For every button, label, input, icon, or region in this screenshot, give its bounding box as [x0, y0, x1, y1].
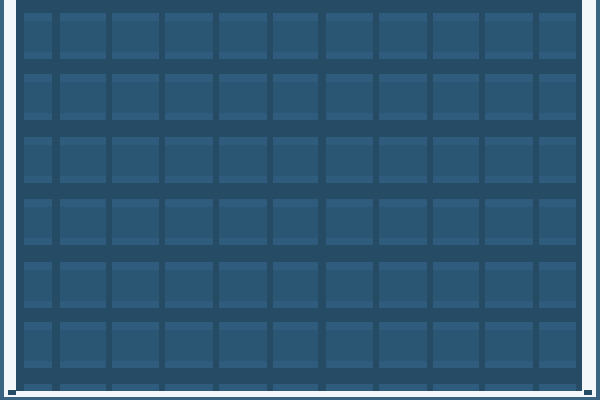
grid-tile[interactable] — [539, 13, 576, 59]
grid-tile[interactable] — [379, 322, 427, 368]
grid-tile[interactable] — [326, 74, 373, 120]
grid-tile[interactable] — [273, 74, 318, 120]
grid-tile[interactable] — [24, 199, 52, 245]
grid-tile[interactable] — [165, 199, 213, 245]
grid-tile[interactable] — [539, 74, 576, 120]
grid-tile[interactable] — [485, 74, 533, 120]
grid-tile[interactable] — [326, 199, 373, 245]
grid-tile[interactable] — [539, 199, 576, 245]
grid-tile[interactable] — [24, 13, 52, 59]
grid-tile[interactable] — [433, 384, 479, 391]
grid-tile[interactable] — [433, 13, 479, 59]
grid-tile[interactable] — [165, 13, 213, 59]
frame-right-edge — [596, 0, 600, 400]
grid-tile[interactable] — [433, 74, 479, 120]
grid-tile[interactable] — [112, 262, 159, 308]
grid-tile[interactable] — [433, 322, 479, 368]
grid-tile[interactable] — [326, 13, 373, 59]
grid-tile[interactable] — [219, 384, 267, 391]
grid-tile[interactable] — [60, 199, 106, 245]
grid-tile[interactable] — [60, 137, 106, 183]
grid-tile[interactable] — [165, 322, 213, 368]
grid-tile[interactable] — [24, 322, 52, 368]
grid-tile[interactable] — [433, 262, 479, 308]
grid-tile[interactable] — [24, 137, 52, 183]
grid-tile[interactable] — [485, 322, 533, 368]
grid-tile[interactable] — [219, 199, 267, 245]
grid-tile[interactable] — [379, 137, 427, 183]
grid-tile[interactable] — [24, 74, 52, 120]
grid-tile[interactable] — [379, 199, 427, 245]
corner-mark-right — [584, 390, 592, 395]
grid-tile[interactable] — [379, 74, 427, 120]
grid-tile[interactable] — [273, 322, 318, 368]
grid-tile[interactable] — [326, 322, 373, 368]
grid-tile[interactable] — [379, 384, 427, 391]
grid-tile[interactable] — [433, 137, 479, 183]
corner-mark-left — [8, 390, 16, 395]
grid-tile[interactable] — [273, 199, 318, 245]
grid-tile[interactable] — [24, 384, 52, 391]
grid-tile[interactable] — [165, 262, 213, 308]
grid-tile[interactable] — [112, 74, 159, 120]
grid-tile[interactable] — [273, 137, 318, 183]
grid-tile[interactable] — [219, 322, 267, 368]
grid-tile[interactable] — [539, 322, 576, 368]
grid-tile[interactable] — [539, 262, 576, 308]
grid-tile[interactable] — [273, 13, 318, 59]
grid-tile[interactable] — [60, 322, 106, 368]
grid-tile[interactable] — [485, 199, 533, 245]
grid-tile[interactable] — [24, 262, 52, 308]
grid-tile[interactable] — [219, 262, 267, 308]
grid-tile[interactable] — [112, 199, 159, 245]
grid-tile[interactable] — [165, 137, 213, 183]
grid-tile[interactable] — [326, 137, 373, 183]
tile-grid-panel[interactable] — [16, 0, 582, 391]
grid-tile[interactable] — [219, 74, 267, 120]
grid-tile[interactable] — [273, 262, 318, 308]
grid-tile[interactable] — [485, 137, 533, 183]
grid-tile[interactable] — [485, 13, 533, 59]
grid-tile[interactable] — [273, 384, 318, 391]
grid-tile[interactable] — [485, 384, 533, 391]
grid-tile[interactable] — [219, 137, 267, 183]
grid-tile[interactable] — [60, 384, 106, 391]
grid-tile[interactable] — [112, 322, 159, 368]
grid-tile[interactable] — [379, 13, 427, 59]
grid-tile[interactable] — [112, 13, 159, 59]
grid-tile[interactable] — [326, 384, 373, 391]
grid-tile[interactable] — [165, 74, 213, 120]
grid-tile[interactable] — [112, 384, 159, 391]
grid-tile[interactable] — [60, 13, 106, 59]
grid-tile[interactable] — [60, 74, 106, 120]
grid-tile[interactable] — [326, 262, 373, 308]
grid-tile[interactable] — [433, 199, 479, 245]
grid-tile[interactable] — [219, 13, 267, 59]
frame-left-edge — [0, 0, 4, 400]
grid-tile[interactable] — [539, 137, 576, 183]
grid-tile[interactable] — [485, 262, 533, 308]
grid-tile[interactable] — [165, 384, 213, 391]
grid-tile[interactable] — [112, 137, 159, 183]
grid-tile[interactable] — [60, 262, 106, 308]
grid-tile[interactable] — [539, 384, 576, 391]
grid-tile[interactable] — [379, 262, 427, 308]
